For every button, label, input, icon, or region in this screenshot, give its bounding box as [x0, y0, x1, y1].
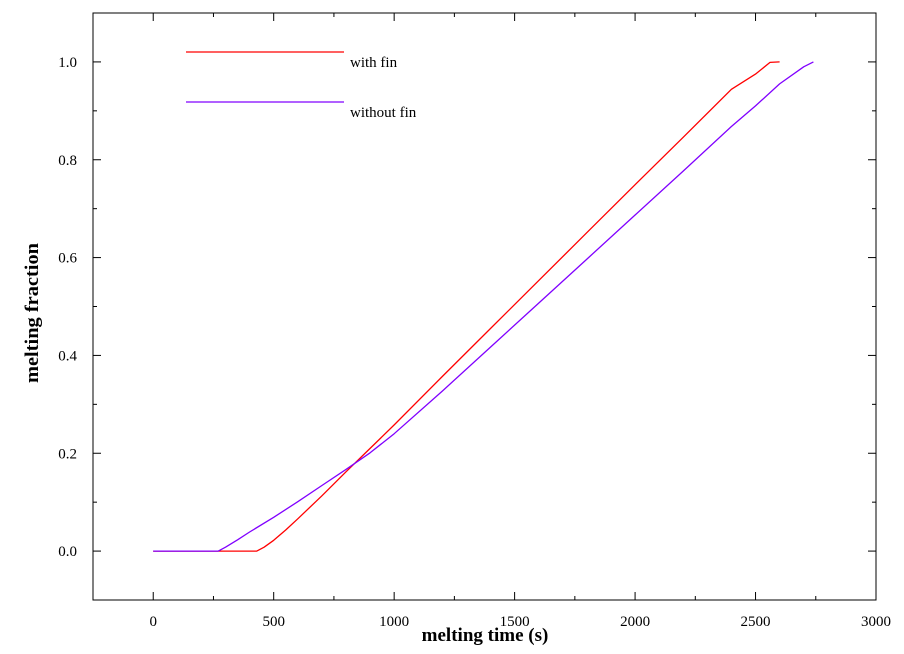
x-tick-label: 2000 — [620, 614, 650, 630]
x-axis-label: melting time (s) — [422, 625, 549, 646]
y-tick-label: 0.4 — [58, 348, 77, 364]
series-line-without-fin — [153, 61, 814, 552]
x-tick-label: 2500 — [741, 614, 771, 630]
series-line-with-fin — [153, 61, 780, 552]
plot-frame — [92, 12, 877, 601]
y-axis-label: melting fraction — [22, 243, 43, 383]
y-tick-label: 0.8 — [58, 153, 77, 169]
y-tick-label: 0.0 — [58, 544, 77, 560]
series-lines — [153, 61, 814, 552]
ticks — [92, 13, 877, 601]
tick-labels: 0 500 1000 1500 2000 2500 3000 0.0 0.2 0.4 0.6 0.8 1… — [58, 55, 891, 630]
legend-label: with fin — [350, 55, 398, 71]
x-tick-label: 1500 — [500, 614, 530, 630]
y-tick-label: 0.6 — [58, 251, 77, 267]
y-tick-label: 1.0 — [58, 55, 77, 71]
y-tick-label: 0.2 — [58, 446, 77, 462]
x-tick-label: 500 — [262, 614, 285, 630]
x-tick-label: 3000 — [861, 614, 891, 630]
legend-label: without fin — [350, 105, 417, 121]
legend: with fin without fin — [186, 51, 417, 121]
x-tick-label: 0 — [149, 614, 157, 630]
x-tick-label: 1000 — [379, 614, 409, 630]
